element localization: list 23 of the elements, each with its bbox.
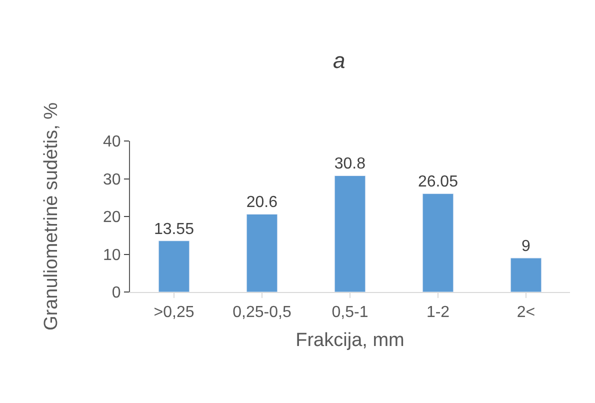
y-tick-label: 10 bbox=[103, 246, 121, 264]
y-tick-label: 40 bbox=[103, 134, 121, 151]
y-tick-label: 20 bbox=[103, 209, 121, 226]
x-tick-label: >0,25 bbox=[154, 304, 194, 322]
x-tick-label: 0,25-0,5 bbox=[232, 304, 292, 322]
x-tick-label: 1-2 bbox=[426, 304, 450, 322]
bar bbox=[246, 214, 278, 292]
data-label: 30.8 bbox=[334, 156, 366, 173]
data-label: 9 bbox=[522, 238, 530, 256]
bar bbox=[334, 175, 366, 292]
x-tick-label: 2< bbox=[516, 304, 536, 322]
bar bbox=[510, 258, 542, 292]
chart-title: a bbox=[333, 48, 346, 74]
x-axis-title: Frakcija, mm bbox=[296, 330, 404, 351]
data-label: 20.6 bbox=[246, 194, 278, 212]
y-tick-label: 30 bbox=[103, 171, 121, 188]
data-label: 13.55 bbox=[154, 220, 194, 238]
bar bbox=[158, 240, 190, 292]
data-label: 26.05 bbox=[418, 174, 458, 191]
y-axis-title: Granuliometrinė sudėtis, % bbox=[40, 102, 62, 331]
y-tick-label: 0 bbox=[112, 284, 121, 302]
x-tick-label: 0,5-1 bbox=[332, 304, 368, 322]
bar bbox=[422, 193, 454, 292]
